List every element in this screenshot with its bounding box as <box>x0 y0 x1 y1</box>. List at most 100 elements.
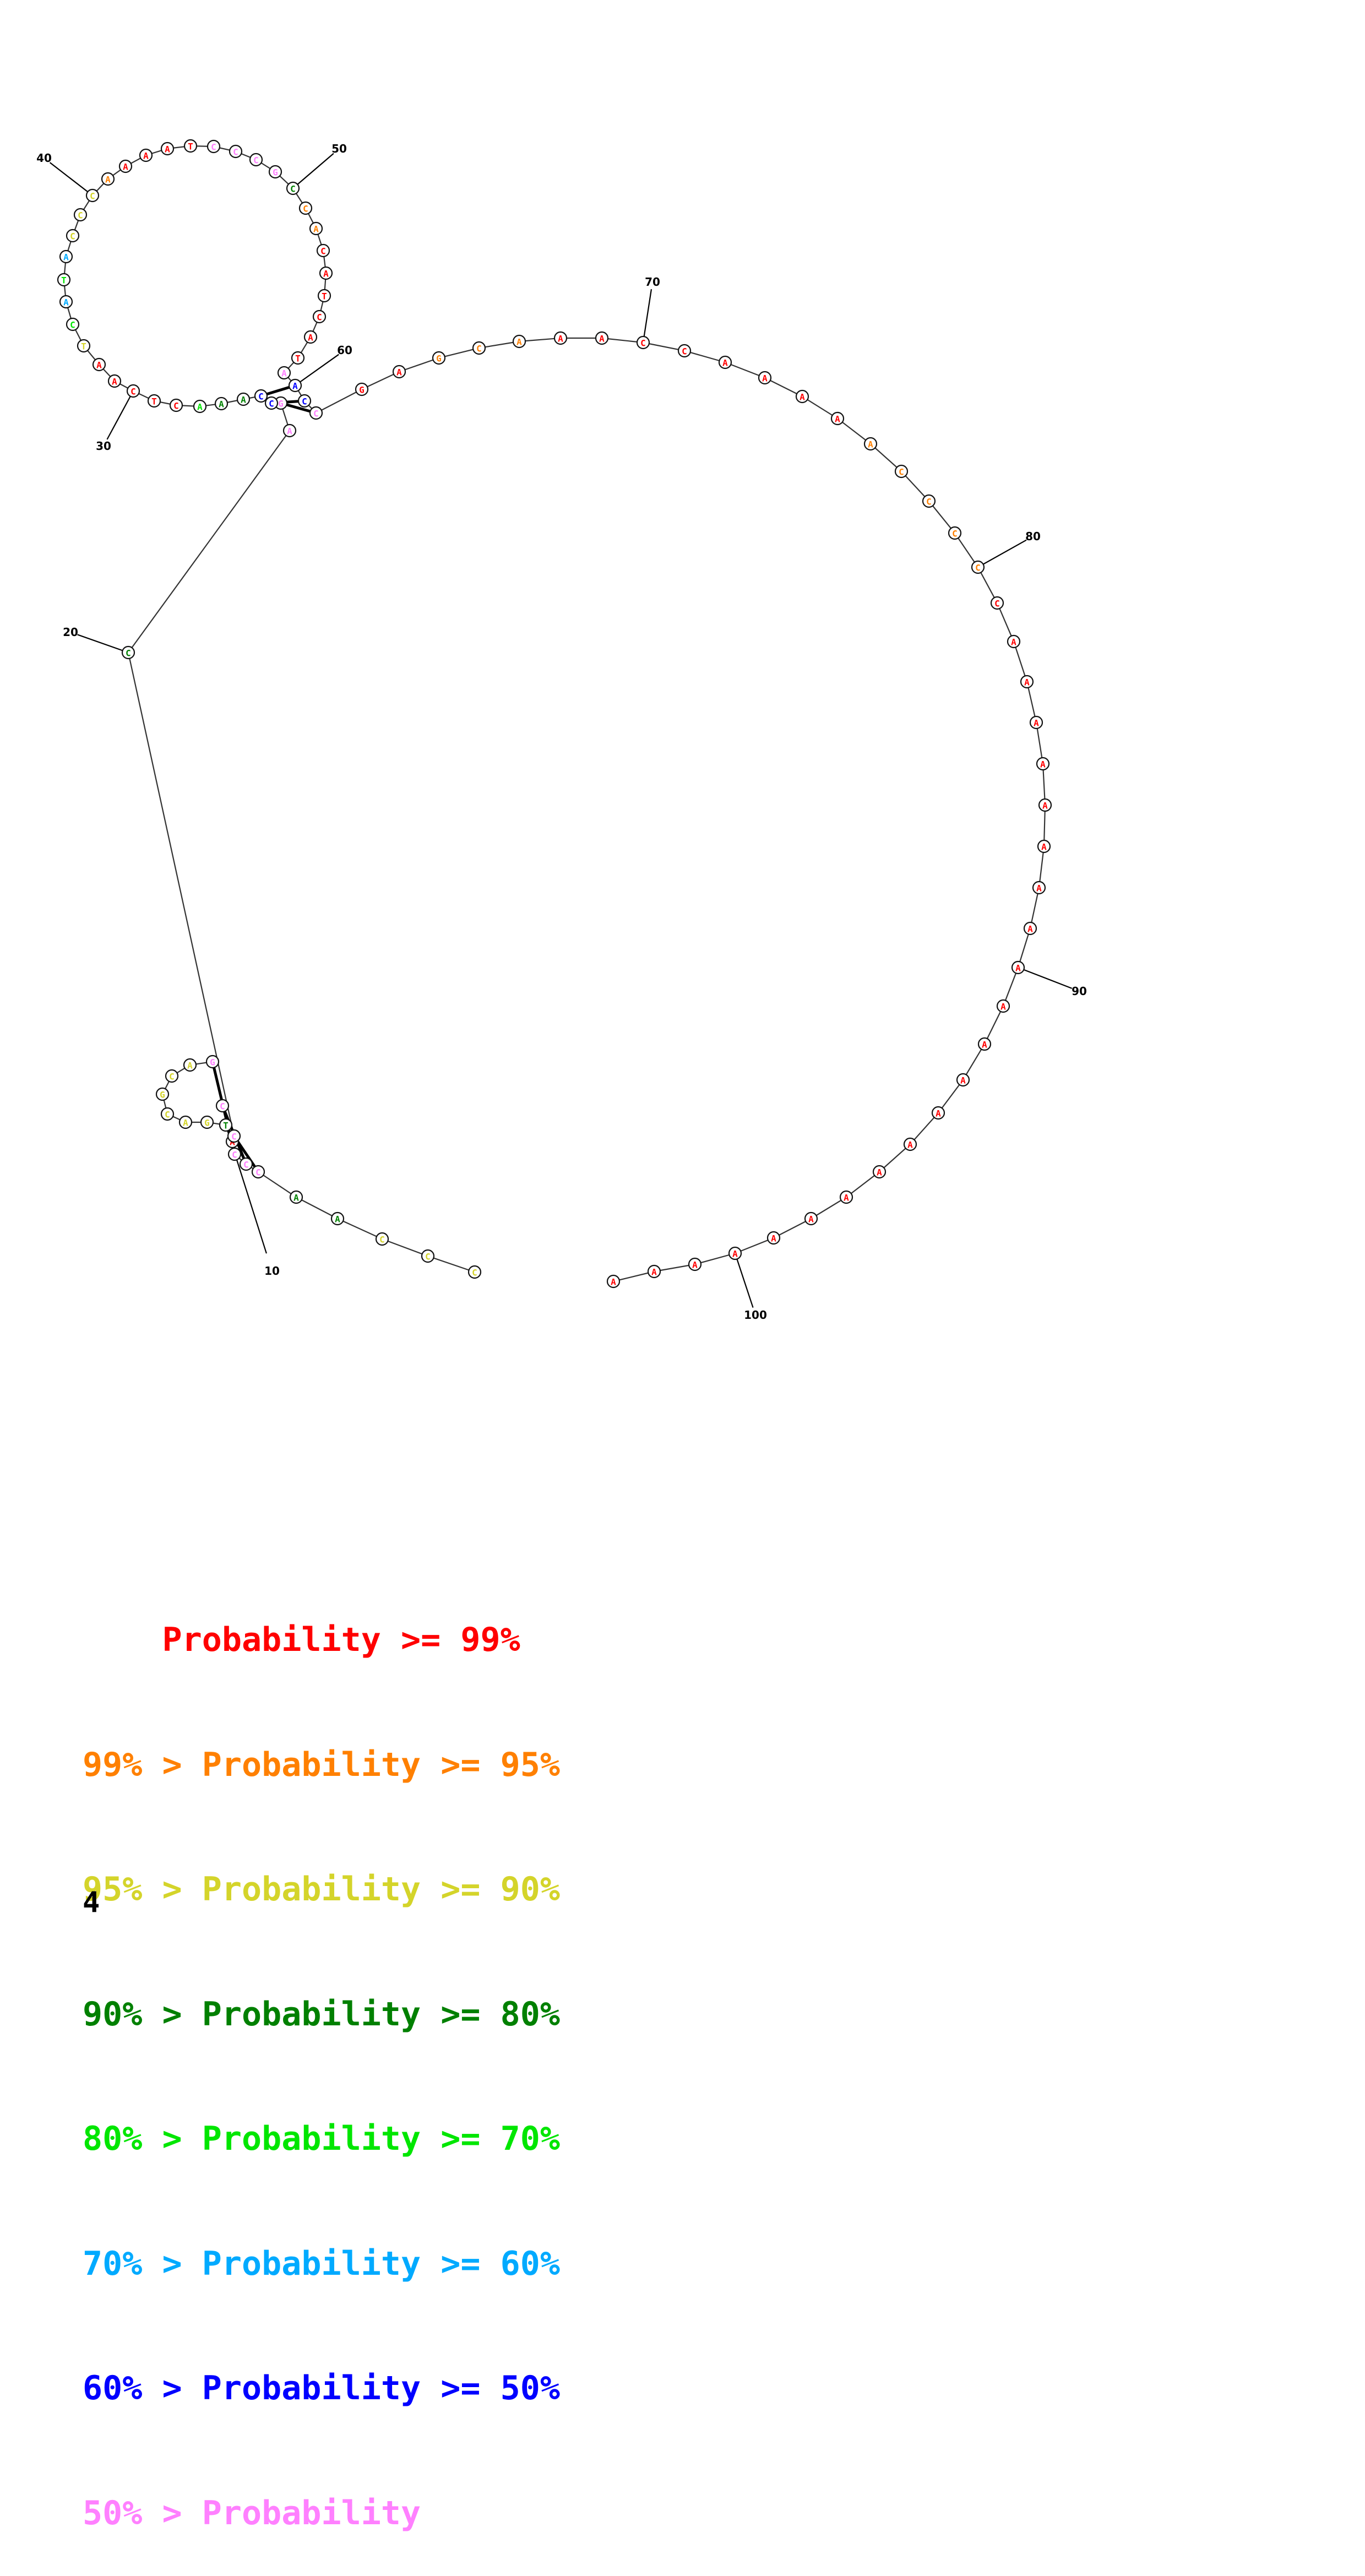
svg-text:A: A <box>835 414 840 425</box>
number-label-50: 50 <box>331 142 347 155</box>
svg-text:A: A <box>1011 637 1016 648</box>
nucleotide-61: C <box>297 394 312 408</box>
svg-text:A: A <box>722 358 728 368</box>
svg-text:T: T <box>223 1121 229 1131</box>
nucleotide-27: A <box>193 399 207 414</box>
svg-text:G: G <box>359 385 365 395</box>
svg-text:G: G <box>204 1118 210 1128</box>
svg-text:A: A <box>63 252 69 263</box>
tick-100 <box>734 1253 754 1308</box>
svg-text:A: A <box>1034 718 1039 729</box>
svg-text:C: C <box>78 210 83 221</box>
nucleotide-88: A <box>1032 881 1046 895</box>
svg-text:A: A <box>762 373 768 384</box>
nucleotide-82: A <box>1007 634 1021 649</box>
rna-secondary-structure-diagram: CCCAACCCATGACGCAGCCCAGCCAAACTCAATCATACCC… <box>36 139 1087 1322</box>
nucleotide-62: C <box>309 406 323 420</box>
svg-text:A: A <box>197 402 203 412</box>
backbone-line <box>63 145 1046 1282</box>
svg-text:C: C <box>126 648 131 659</box>
nucleotide-39: C <box>73 208 88 222</box>
page-number: 4 <box>83 1886 100 1919</box>
svg-text:A: A <box>96 360 102 371</box>
nucleotide-56: C <box>312 309 327 324</box>
svg-text:C: C <box>425 1252 431 1262</box>
number-label-40: 40 <box>36 151 52 165</box>
tick-30 <box>106 390 134 440</box>
svg-text:C: C <box>70 320 75 330</box>
nucleotide-35: A <box>59 295 73 309</box>
number-label-10: 10 <box>264 1264 280 1278</box>
svg-text:C: C <box>472 1268 477 1278</box>
svg-text:T: T <box>322 291 327 302</box>
nucleotide-63: G <box>355 382 369 396</box>
numbering-ticks <box>49 153 1073 1308</box>
nucleotide-68: A <box>553 331 568 345</box>
nucleotide-33: T <box>77 339 91 353</box>
legend-line-5: 80% > Probability >= 70% <box>83 2120 560 2158</box>
legend-line-2: 99% > Probability >= 95% <box>83 1745 560 1784</box>
nucleotide-26: A <box>214 396 229 411</box>
svg-text:C: C <box>255 1167 261 1178</box>
nucleotide-66: C <box>472 341 486 355</box>
nucleotide-18: C <box>215 1099 230 1113</box>
svg-text:A: A <box>1036 883 1042 894</box>
svg-text:C: C <box>994 599 1000 609</box>
svg-text:A: A <box>1042 801 1048 811</box>
svg-text:G: G <box>278 399 284 409</box>
nucleotide-36: T <box>57 273 71 287</box>
svg-text:T: T <box>295 354 301 364</box>
svg-text:C: C <box>169 1072 175 1082</box>
nucleotide-49: G <box>268 165 282 179</box>
legend-line-6: 70% > Probability >= 60% <box>83 2244 560 2283</box>
nucleotide-77: C <box>894 464 909 479</box>
tick-70 <box>642 289 652 343</box>
svg-text:A: A <box>165 144 170 155</box>
nucleotide-92: A <box>977 1037 992 1051</box>
svg-text:A: A <box>105 175 111 185</box>
svg-text:A: A <box>281 368 287 379</box>
nucleotide-100: A <box>728 1246 742 1260</box>
svg-text:A: A <box>732 1249 738 1259</box>
nucleotide-17: G <box>205 1055 220 1069</box>
nucleotide-14: G <box>155 1087 170 1101</box>
svg-text:T: T <box>61 275 67 286</box>
svg-text:C: C <box>70 231 75 242</box>
svg-text:C: C <box>379 1235 385 1245</box>
legend-line-7: 60% > Probability >= 50% <box>83 2369 560 2407</box>
svg-text:C: C <box>926 497 932 507</box>
nucleotide-76: A <box>863 437 878 451</box>
svg-text:A: A <box>396 367 402 378</box>
svg-text:A: A <box>1040 759 1046 770</box>
nucleotide-16: A <box>183 1058 197 1072</box>
nucleotide-20: C <box>121 645 135 660</box>
nucleotide-103: A <box>606 1274 621 1289</box>
svg-text:A: A <box>335 1214 340 1225</box>
nucleotide-38: C <box>66 229 80 243</box>
svg-text:G: G <box>436 354 442 364</box>
nucleotide-74: A <box>795 389 809 404</box>
nucleotide-87: A <box>1037 839 1051 854</box>
nucleotide-84: A <box>1029 715 1043 730</box>
nucleotide-72: A <box>718 355 732 369</box>
svg-text:C: C <box>130 387 136 397</box>
svg-text:G: G <box>210 1057 215 1068</box>
nucleotide-37: A <box>59 249 73 264</box>
nucleotide-19: C <box>227 1129 241 1143</box>
nucleotide-57: A <box>303 330 318 344</box>
nucleotide-71: C <box>677 344 692 358</box>
number-label-60: 60 <box>337 344 352 357</box>
nucleotide-8: C <box>227 1147 242 1161</box>
svg-text:A: A <box>219 399 224 410</box>
svg-text:A: A <box>308 333 313 343</box>
svg-text:A: A <box>287 426 292 437</box>
nucleotide-55: T <box>317 289 331 303</box>
nucleotide-12: A <box>178 1115 193 1129</box>
svg-text:A: A <box>63 297 69 308</box>
svg-text:A: A <box>844 1193 849 1203</box>
svg-text:A: A <box>1015 963 1021 974</box>
svg-text:A: A <box>599 334 605 344</box>
svg-text:A: A <box>808 1214 814 1225</box>
svg-text:C: C <box>90 191 95 202</box>
svg-text:C: C <box>253 155 259 166</box>
